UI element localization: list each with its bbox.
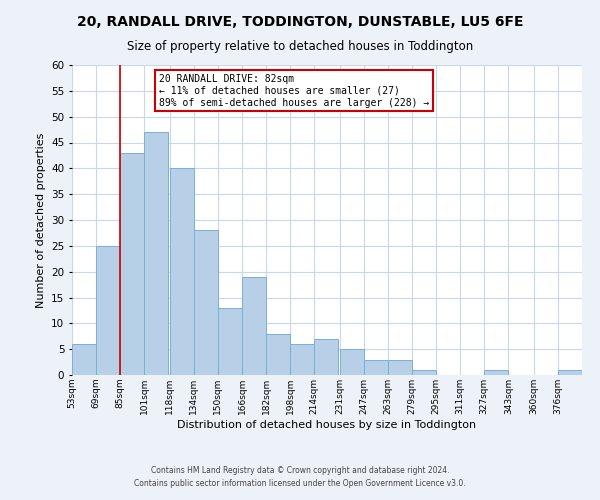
Bar — [120, 153, 144, 375]
Bar — [340, 349, 364, 375]
Text: 20 RANDALL DRIVE: 82sqm
← 11% of detached houses are smaller (27)
89% of semi-de: 20 RANDALL DRIVE: 82sqm ← 11% of detache… — [158, 74, 429, 108]
Text: Size of property relative to detached houses in Toddington: Size of property relative to detached ho… — [127, 40, 473, 53]
Bar — [144, 132, 168, 375]
Bar — [194, 230, 218, 375]
Text: Contains HM Land Registry data © Crown copyright and database right 2024.
Contai: Contains HM Land Registry data © Crown c… — [134, 466, 466, 487]
Bar — [218, 308, 242, 375]
Bar — [290, 344, 314, 375]
Text: 20, RANDALL DRIVE, TODDINGTON, DUNSTABLE, LU5 6FE: 20, RANDALL DRIVE, TODDINGTON, DUNSTABLE… — [77, 15, 523, 29]
Bar — [364, 360, 388, 375]
Bar — [314, 339, 338, 375]
Bar — [170, 168, 194, 375]
Bar — [72, 344, 96, 375]
X-axis label: Distribution of detached houses by size in Toddington: Distribution of detached houses by size … — [178, 420, 476, 430]
Bar — [266, 334, 290, 375]
Bar — [96, 246, 120, 375]
Y-axis label: Number of detached properties: Number of detached properties — [35, 132, 46, 308]
Bar — [484, 370, 508, 375]
Bar — [242, 277, 266, 375]
Bar — [558, 370, 582, 375]
Bar — [388, 360, 412, 375]
Bar — [412, 370, 436, 375]
